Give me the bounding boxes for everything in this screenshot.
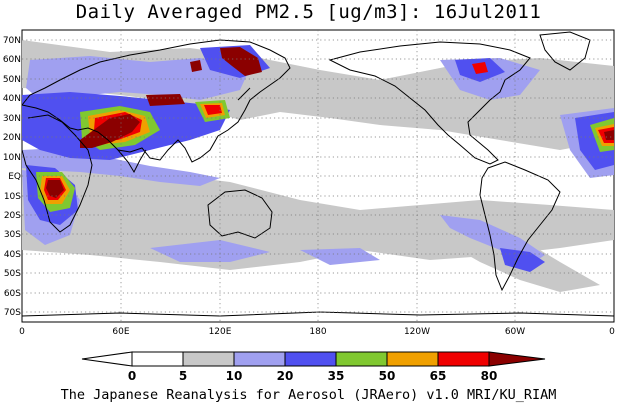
lat-label: 30S [4, 230, 21, 240]
colorbar-level-label: 20 [277, 369, 294, 383]
lat-label: 70S [4, 308, 21, 318]
footer-credit: The Japanese Reanalysis for Aerosol (JRA… [60, 387, 557, 403]
map-title: Daily Averaged PM2.5 [ug/m3]: 16Jul2011 [75, 1, 542, 23]
colorbar-level-label: 0 [128, 369, 136, 383]
lon-label: 0 [609, 327, 615, 337]
lon-label: 60W [505, 327, 525, 337]
colorbar-level-label: 10 [226, 369, 243, 383]
lat-label: 40N [3, 94, 21, 104]
colorbar-swatch [386, 351, 439, 367]
colorbar-level-label: 50 [379, 369, 396, 383]
lat-label: 30N [3, 114, 21, 124]
lat-label: 10S [4, 192, 21, 202]
colorbar-level-label: 65 [430, 369, 447, 383]
lon-label: 0 [19, 327, 25, 337]
colorbar-level-label: 5 [179, 369, 187, 383]
lon-label: 180 [309, 327, 326, 337]
lat-label: 70N [3, 36, 21, 46]
lat-label: 50S [4, 269, 21, 279]
colorbar-overflow-triangle [488, 351, 546, 367]
lat-label: 20S [4, 211, 21, 221]
colorbar-level-label: 35 [328, 369, 345, 383]
lat-label: 10N [3, 153, 21, 163]
latitude-labels: 70N 60N 50N 40N 30N 20N 10N EQ 10S 20S 3… [3, 36, 21, 318]
colorbar-swatch [182, 351, 235, 367]
lon-label: 120E [209, 327, 232, 337]
lat-label: 60S [4, 289, 21, 299]
colorbar-swatch [131, 351, 184, 367]
colorbar-swatch [233, 351, 286, 367]
colorbar-swatch [335, 351, 388, 367]
colorbar-swatch [437, 351, 490, 367]
colorbar-underflow-triangle [81, 351, 133, 367]
lat-label: 60N [3, 55, 21, 65]
colorbar-swatch [284, 351, 337, 367]
colorbar-level-label: 80 [481, 369, 498, 383]
lat-label: EQ [8, 172, 21, 182]
lon-label: 120W [404, 327, 430, 337]
lat-label: 50N [3, 75, 21, 85]
lat-label: 40S [4, 250, 21, 260]
lat-label: 20N [3, 133, 21, 143]
pm25-field [22, 30, 614, 322]
longitude-labels: 0 60E 120E 180 120W 60W 0 [19, 327, 615, 337]
lon-label: 60E [112, 327, 129, 337]
colorbar: 0 5 10 20 35 50 65 80 [81, 351, 546, 383]
